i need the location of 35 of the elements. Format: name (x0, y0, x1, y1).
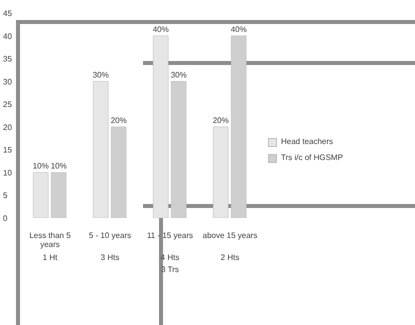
y-tick-label: 0 (3, 214, 8, 223)
data-label: 30% (92, 70, 109, 80)
data-label: 20% (110, 116, 127, 125)
bar (212, 126, 228, 218)
bar (110, 126, 126, 218)
x-tick-label: Less than 5 years (29, 231, 72, 249)
data-label: 30% (170, 70, 187, 80)
text: 2 Hts (220, 253, 240, 262)
x-tick-label: 5 - 10 years (88, 231, 132, 240)
y-tick-label: 15 (3, 146, 12, 155)
y-tick-label: 20 (3, 122, 12, 132)
data-label: 10% (32, 161, 49, 170)
bar (152, 36, 168, 218)
bar (92, 81, 108, 218)
data-label: 20% (212, 116, 229, 125)
bar (32, 172, 48, 218)
y-tick-label: 35 (3, 54, 12, 64)
bar (50, 172, 66, 218)
y-tick-label: 5 (3, 191, 8, 200)
text: 1 Ht (42, 253, 58, 262)
data-label: 40% (230, 24, 247, 34)
y-tick-label: 25 (3, 100, 12, 110)
legend-label: Head teachers (281, 136, 334, 148)
text: 3 Hts (100, 253, 120, 262)
data-label: 10% (50, 161, 67, 170)
data-label: 40% (152, 24, 169, 34)
y-tick-label: 40 (3, 32, 12, 41)
bar (170, 81, 186, 218)
bar (230, 36, 246, 218)
y-tick-label: 10 (3, 168, 12, 178)
y-tick-label: 30 (3, 77, 12, 86)
y-tick-label: 45 (3, 9, 12, 18)
x-tick-label: above 15 years (202, 231, 258, 240)
legend-label: Trs i/c of HGSMP (281, 152, 343, 164)
x-tick-label: 11 - 15 years (146, 231, 194, 240)
